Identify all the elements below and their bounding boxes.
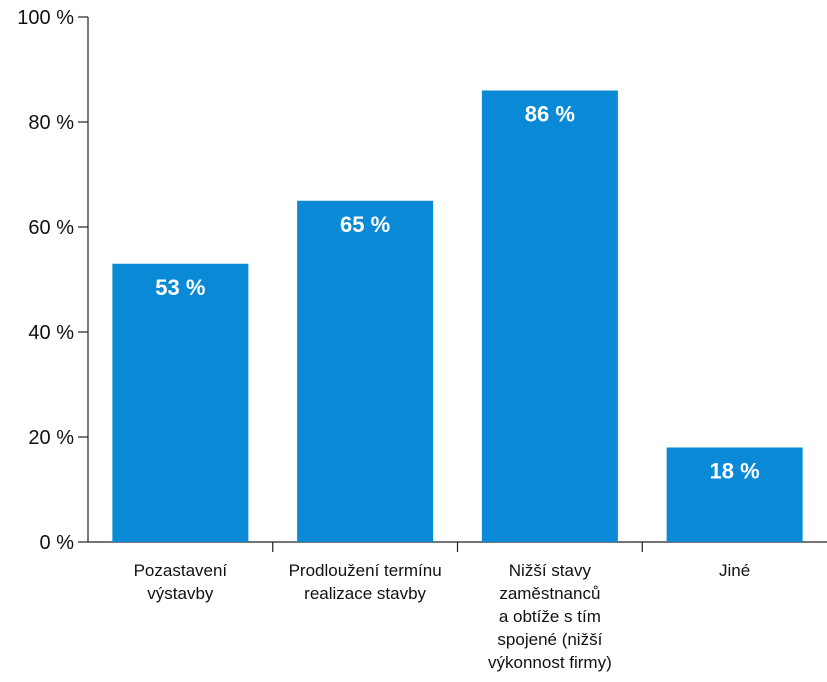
y-tick-label: 100 % [17, 7, 74, 29]
bar-data-label: 65 % [340, 212, 390, 237]
x-category-label: Prodloužení termínu realizace stavby [289, 561, 442, 603]
y-tick-label: 80 % [28, 112, 74, 134]
bar [666, 447, 803, 542]
bar-data-label: 18 % [710, 459, 760, 484]
bar [112, 263, 249, 542]
bar-data-label: 86 % [525, 102, 575, 127]
bar-data-label: 53 % [155, 275, 205, 300]
chart-labels: 53 % Pozastavení výstavby 65 % Prodloužení t… [134, 102, 760, 673]
y-tick-label: 20 % [28, 427, 74, 449]
x-category-label: Nižší stavy zaměstnanců a obtíže s tím spoj… [488, 561, 612, 672]
y-tick-label: 60 % [28, 217, 74, 239]
chart-bars [112, 90, 803, 542]
bar [481, 90, 618, 542]
bar [297, 200, 434, 542]
x-category-label: Jiné [719, 561, 750, 580]
x-category-label: Pozastavení výstavby [134, 561, 228, 603]
y-tick-label: 0 % [40, 532, 75, 554]
y-tick-label: 40 % [28, 322, 74, 344]
